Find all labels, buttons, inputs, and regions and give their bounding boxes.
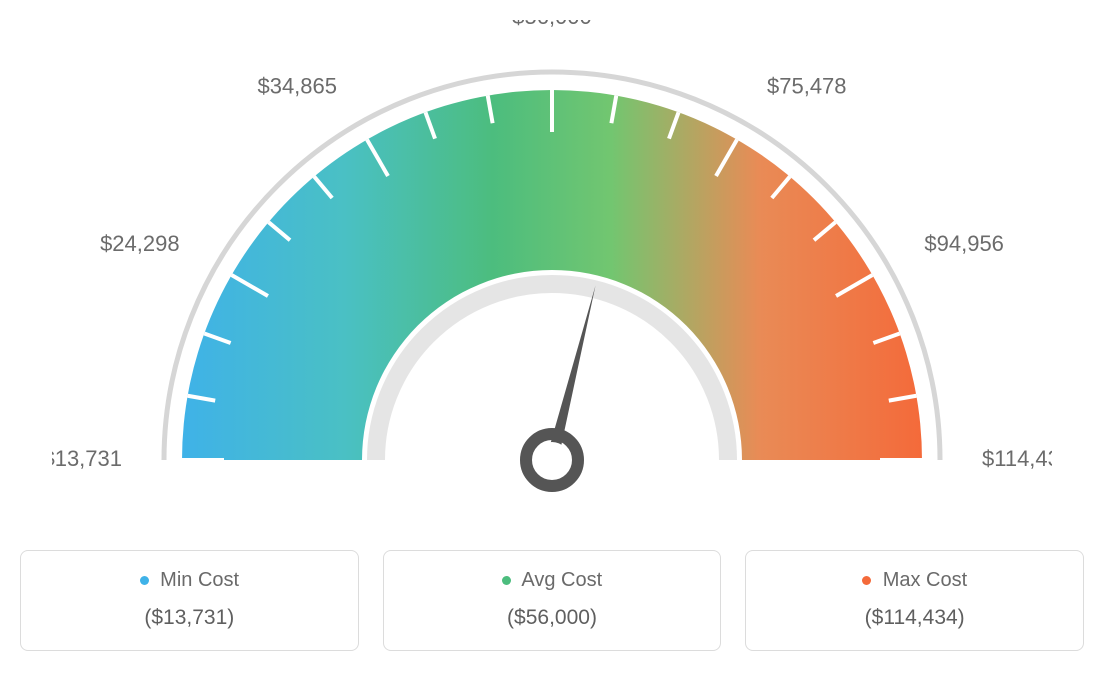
legend-title-avg-text: Avg Cost xyxy=(521,569,602,591)
legend-dot-min xyxy=(140,576,149,585)
legend-card-min: Min Cost ($13,731) xyxy=(20,550,359,651)
legend-title-max-text: Max Cost xyxy=(883,569,967,591)
legend-row: Min Cost ($13,731) Avg Cost ($56,000) Ma… xyxy=(20,550,1084,651)
legend-value-avg: ($56,000) xyxy=(394,606,711,630)
legend-value-min: ($13,731) xyxy=(31,606,348,630)
legend-value-max: ($114,434) xyxy=(756,606,1073,630)
gauge-tick-label: $56,000 xyxy=(512,20,592,29)
gauge-tick-label: $75,478 xyxy=(767,74,847,99)
legend-dot-max xyxy=(862,576,871,585)
cost-gauge-chart: $13,731 $24,298 $34,865 $56,000 $75,478 $94,9… xyxy=(20,20,1084,651)
legend-title-min: Min Cost xyxy=(31,569,348,592)
gauge-tick-label: $34,865 xyxy=(257,74,337,99)
gauge-tick-label: $24,298 xyxy=(100,231,180,256)
legend-title-min-text: Min Cost xyxy=(160,569,239,591)
legend-card-avg: Avg Cost ($56,000) xyxy=(383,550,722,651)
legend-title-max: Max Cost xyxy=(756,569,1073,592)
legend-card-max: Max Cost ($114,434) xyxy=(745,550,1084,651)
gauge-svg-wrap: $13,731 $24,298 $34,865 $56,000 $75,478 $94,9… xyxy=(20,20,1084,520)
legend-title-avg: Avg Cost xyxy=(394,569,711,592)
gauge-tick-label: $94,956 xyxy=(924,231,1004,256)
gauge-tick-label: $13,731 xyxy=(52,446,122,471)
gauge-tick-label: $114,434 xyxy=(982,446,1052,471)
gauge-svg: $13,731 $24,298 $34,865 $56,000 $75,478 $94,9… xyxy=(52,20,1052,520)
legend-dot-avg xyxy=(502,576,511,585)
